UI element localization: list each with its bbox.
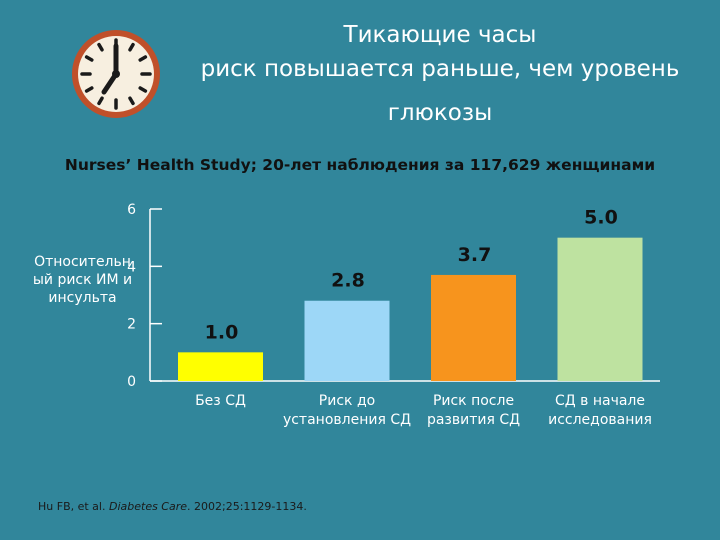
bar xyxy=(431,274,516,381)
y-tick-label: 4 xyxy=(127,259,136,275)
y-tick-label: 0 xyxy=(127,374,136,390)
x-tick-label: Риск после xyxy=(433,393,514,409)
y-tick-label: 6 xyxy=(127,202,136,218)
x-tick-label: исследования xyxy=(548,412,652,428)
x-tick-label: установления СД xyxy=(283,412,411,428)
citation-journal: Diabetes Care xyxy=(108,500,188,513)
title-line-1: Тикающие часы xyxy=(343,22,537,48)
y-axis-label-line-1: Относительн xyxy=(34,254,131,270)
data-label: 5.0 xyxy=(584,207,618,229)
x-tick-label: Риск до xyxy=(319,393,375,409)
bar xyxy=(557,237,643,381)
y-axis-label-line-3: инсульта xyxy=(48,290,117,306)
slide-title: Тикающие часы риск повышается раньше, че… xyxy=(190,18,690,130)
y-tick-label: 2 xyxy=(127,317,136,333)
citation: Hu FB, et al. Diabetes Care. 2002;25:112… xyxy=(38,500,307,513)
y-axis-label-line-2: ый риск ИМ и xyxy=(32,272,133,288)
citation-details: . 2002;25:1129-1134. xyxy=(187,500,307,513)
y-axis-label: Относительн ый риск ИМ и инсульта xyxy=(20,253,145,307)
chart-subtitle: Nurses’ Health Study; 20-лет наблюдения … xyxy=(64,156,656,174)
x-tick-label: СД в начале xyxy=(555,393,645,409)
data-label: 3.7 xyxy=(458,244,492,266)
bar xyxy=(178,352,263,381)
x-tick-label: развития СД xyxy=(427,412,520,428)
data-label: 1.0 xyxy=(205,321,239,343)
citation-authors: Hu FB, et al. xyxy=(38,500,109,513)
x-tick-label: Без СД xyxy=(195,393,246,409)
data-label: 2.8 xyxy=(331,270,365,292)
title-line-3: глюкозы xyxy=(387,100,493,126)
bar xyxy=(304,300,390,381)
title-line-2: риск повышается раньше, чем уровень xyxy=(200,56,680,82)
clock-icon xyxy=(72,30,160,118)
